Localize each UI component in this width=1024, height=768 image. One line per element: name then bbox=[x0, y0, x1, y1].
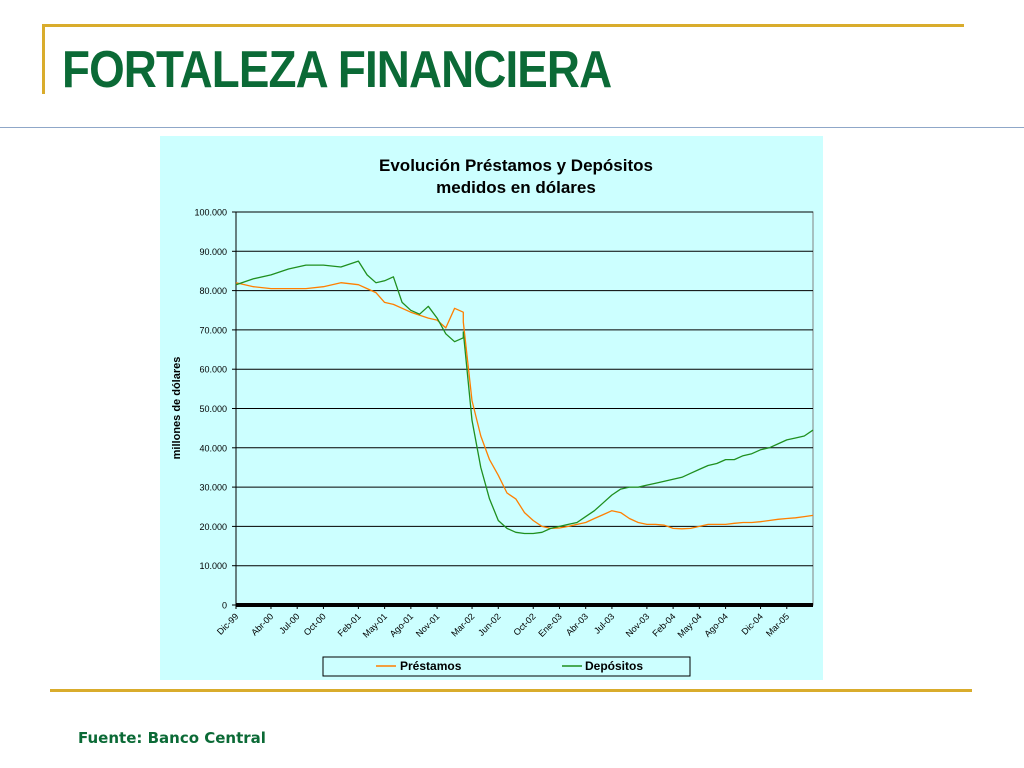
chart-title: Evolución Préstamos y Depósitos bbox=[379, 156, 653, 175]
y-tick-label: 20.000 bbox=[199, 522, 227, 532]
x-tick-label: Jun-02 bbox=[476, 611, 503, 638]
y-tick-label: 90.000 bbox=[199, 247, 227, 257]
x-tick-label: Jul-03 bbox=[592, 611, 616, 635]
x-tick-label: Ene-03 bbox=[536, 611, 564, 639]
x-tick-label: Nov-01 bbox=[414, 611, 442, 639]
series-line-prestamos bbox=[235, 282, 814, 530]
x-tick-label: Dic-99 bbox=[215, 611, 240, 636]
header-divider bbox=[0, 127, 1024, 128]
legend-label-prestamos: Préstamos bbox=[400, 659, 462, 673]
page-title: FORTALEZA FINANCIERA bbox=[62, 41, 612, 99]
title-frame-top-line bbox=[42, 24, 964, 27]
source-note: Fuente: Banco Central bbox=[78, 729, 266, 747]
x-tick-label: Abr-00 bbox=[249, 611, 275, 637]
x-tick-label: Ago-01 bbox=[388, 611, 416, 639]
y-tick-label: 80.000 bbox=[199, 286, 227, 296]
plot-area: 0 10.000 20.000 30.000 40.000 50.000 60.000 70.… bbox=[194, 208, 814, 640]
x-tick-label: Ago-04 bbox=[702, 611, 730, 639]
chart-legend: Préstamos Depósitos bbox=[322, 656, 691, 677]
y-tick-label: 70.000 bbox=[199, 325, 227, 335]
footer-divider bbox=[50, 689, 972, 692]
y-tick-label: 10.000 bbox=[199, 561, 227, 571]
x-tick-label: Nov-03 bbox=[624, 611, 652, 639]
y-axis-label: millones de dólares bbox=[171, 357, 183, 460]
x-tick-label: May-01 bbox=[361, 611, 389, 639]
y-tick-label: 0 bbox=[222, 601, 227, 611]
y-tick-label: 40.000 bbox=[199, 443, 227, 453]
y-tick-label: 50.000 bbox=[199, 404, 227, 414]
x-tick-label: Abr-03 bbox=[564, 611, 590, 637]
y-tick-label: 60.000 bbox=[199, 365, 227, 375]
x-tick-label: Oct-02 bbox=[511, 611, 537, 637]
series-line-depositos bbox=[235, 260, 814, 535]
legend-box bbox=[322, 656, 691, 677]
x-tick-label: Mar-02 bbox=[449, 611, 476, 638]
line-chart: Evolución Préstamos y Depósitos medidos … bbox=[171, 156, 814, 677]
x-tick-label: Dic-04 bbox=[739, 611, 764, 636]
y-tick-label: 100.000 bbox=[194, 208, 227, 218]
chart-subtitle: medidos en dólares bbox=[436, 178, 596, 197]
title-frame-left-line bbox=[42, 24, 45, 94]
y-tick-label: 30.000 bbox=[199, 483, 227, 493]
x-tick-label: Feb-01 bbox=[336, 611, 363, 638]
x-tick-label: May-04 bbox=[675, 611, 703, 639]
x-tick-label: Feb-04 bbox=[650, 611, 677, 638]
chart-panel: Evolución Préstamos y Depósitos medidos … bbox=[160, 136, 823, 680]
x-tick-label: Oct-00 bbox=[302, 611, 328, 637]
x-tick-label: Jul-00 bbox=[277, 611, 301, 635]
x-tick-label: Mar-05 bbox=[764, 611, 791, 638]
legend-label-depositos: Depósitos bbox=[585, 659, 643, 673]
